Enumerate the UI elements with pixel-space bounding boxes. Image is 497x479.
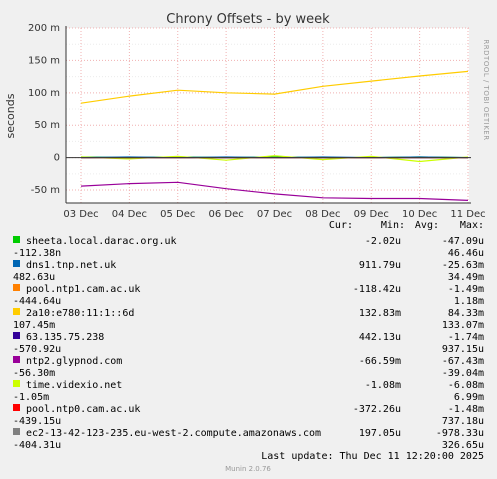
legend-avg-value: -404.31u: [13, 440, 61, 451]
legend-series-name: time.videxio.net: [26, 380, 122, 391]
legend-item: 63.135.75.238 442.13u -1.74m -570.92u 937.15…: [13, 332, 484, 355]
legend-max-value: 937.15u: [442, 344, 484, 355]
x-tick-label: 09 Dec: [354, 209, 389, 220]
legend-min-value: -25.63m: [442, 260, 484, 271]
legend-cur-value: 197.05u: [359, 428, 401, 439]
legend-cur-value: -1.08m: [365, 380, 401, 391]
legend-swatch: [13, 284, 20, 291]
legend-series-name: 63.135.75.238: [26, 332, 104, 343]
plot-area: [66, 28, 469, 203]
legend-min-value: -1.49m: [448, 284, 484, 295]
legend-item: pool.ntp1.cam.ac.uk -118.42u -1.49m -444.64…: [13, 284, 484, 307]
series-line: [80, 181, 469, 201]
chart-title: Chrony Offsets - by week: [166, 12, 330, 27]
legend-series-name: 2a10:e780:11:1::6d: [26, 308, 134, 319]
legend-max-value: 6.99m: [454, 392, 484, 403]
legend-cur-value: 442.13u: [359, 332, 401, 343]
y-tick-label: 100 m: [28, 88, 60, 99]
y-tick-label: 50 m: [34, 120, 60, 131]
series-line: [80, 70, 469, 104]
legend-item: sheeta.local.darac.org.uk -2.02u -47.09u -1…: [13, 236, 484, 259]
legend-min-value: -47.09u: [442, 236, 484, 247]
legend-max-value: -39.04m: [442, 368, 484, 379]
legend-header-cur: Cur:: [329, 220, 353, 231]
y-tick-label: 0: [54, 153, 60, 164]
legend-max-value: 737.18u: [442, 416, 484, 427]
legend-series-name: ntp2.glypnod.com: [26, 356, 122, 367]
legend-min-value: -6.08m: [448, 380, 484, 391]
y-ticks: 200 m 150 m 100 m 50 m 0 -50 m: [28, 23, 60, 196]
legend-avg-value: -439.15u: [13, 416, 61, 427]
legend-max-value: 34.49m: [448, 272, 484, 283]
legend-header-min: Min:: [381, 220, 405, 231]
legend-header-max: Max:: [460, 220, 484, 231]
legend-swatch: [13, 308, 20, 315]
x-tick-label: 11 Dec: [450, 209, 485, 220]
legend-min-value: -67.43m: [442, 356, 484, 367]
x-tick-label: 03 Dec: [63, 209, 98, 220]
axes: [65, 26, 471, 204]
legend-min-value: -1.48m: [448, 404, 484, 415]
legend-cur-value: -372.26u: [353, 404, 401, 415]
y-tick-label: 200 m: [28, 23, 60, 34]
legend-series-name: sheeta.local.darac.org.uk: [26, 236, 177, 247]
legend-min-value: 84.33m: [448, 308, 484, 319]
legend-series-name: pool.ntp1.cam.ac.uk: [26, 284, 140, 295]
legend-series-name: dns1.tnp.net.uk: [26, 260, 116, 271]
legend-header: Cur: Min: Avg: Max:: [329, 220, 484, 231]
x-tick-label: 04 Dec: [112, 209, 147, 220]
legend-avg-value: 107.45m: [13, 320, 55, 331]
legend-min-value: -978.33u: [436, 428, 484, 439]
legend-item: ntp2.glypnod.com -66.59m -67.43m -56.30m -39…: [13, 356, 484, 379]
x-tick-label: 08 Dec: [305, 209, 340, 220]
side-label: RRDTOOL / TOBI OETIKER: [482, 39, 490, 140]
legend-avg-value: -570.92u: [13, 344, 61, 355]
legend-cur-value: -66.59m: [359, 356, 401, 367]
legend: sheeta.local.darac.org.uk -2.02u -47.09u -1…: [13, 236, 484, 451]
x-tick-label: 06 Dec: [208, 209, 243, 220]
legend-max-value: 133.07m: [442, 320, 484, 331]
legend-swatch: [13, 380, 20, 387]
footer: Munin 2.0.76: [225, 465, 271, 473]
legend-avg-value: -444.64u: [13, 296, 61, 307]
legend-series-name: pool.ntp0.cam.ac.uk: [26, 404, 140, 415]
legend-avg-value: -112.38n: [13, 248, 61, 259]
legend-cur-value: 132.83m: [359, 308, 401, 319]
legend-max-value: 326.65u: [442, 440, 484, 451]
legend-cur-value: -118.42u: [353, 284, 401, 295]
legend-swatch: [13, 260, 20, 267]
legend-swatch: [13, 332, 20, 339]
x-tick-label: 05 Dec: [160, 209, 195, 220]
legend-avg-value: -1.05m: [13, 392, 49, 403]
x-tick-label: 07 Dec: [257, 209, 292, 220]
legend-cur-value: -2.02u: [365, 236, 401, 247]
legend-min-value: -1.74m: [448, 332, 484, 343]
y-tick-label: -50 m: [31, 185, 60, 196]
x-ticks: 03 Dec 04 Dec 05 Dec 06 Dec 07 Dec 08 Dec 09 D…: [63, 209, 485, 220]
legend-series-name: ec2-13-42-123-235.eu-west-2.compute.amaz…: [26, 428, 321, 439]
legend-swatch: [13, 404, 20, 411]
last-update: Last update: Thu Dec 11 12:20:00 2025: [261, 451, 484, 462]
legend-swatch: [13, 428, 20, 435]
legend-cur-value: 911.79u: [359, 260, 401, 271]
legend-item: pool.ntp0.cam.ac.uk -372.26u -1.48m -439.15…: [13, 404, 484, 427]
legend-header-avg: Avg:: [415, 220, 439, 231]
legend-max-value: 1.18m: [454, 296, 484, 307]
y-tick-label: 150 m: [28, 55, 60, 66]
legend-item: dns1.tnp.net.uk 911.79u -25.63m 482.63u 34.4…: [13, 260, 484, 283]
legend-item: time.videxio.net -1.08m -6.08m -1.05m 6.99m: [13, 380, 484, 403]
legend-swatch: [13, 356, 20, 363]
legend-max-value: 46.46u: [448, 248, 484, 259]
y-axis-label: seconds: [4, 93, 17, 138]
legend-item: ec2-13-42-123-235.eu-west-2.compute.amaz…: [13, 428, 484, 451]
legend-avg-value: 482.63u: [13, 272, 55, 283]
legend-avg-value: -56.30m: [13, 368, 55, 379]
x-tick-label: 10 Dec: [402, 209, 437, 220]
legend-swatch: [13, 236, 20, 243]
